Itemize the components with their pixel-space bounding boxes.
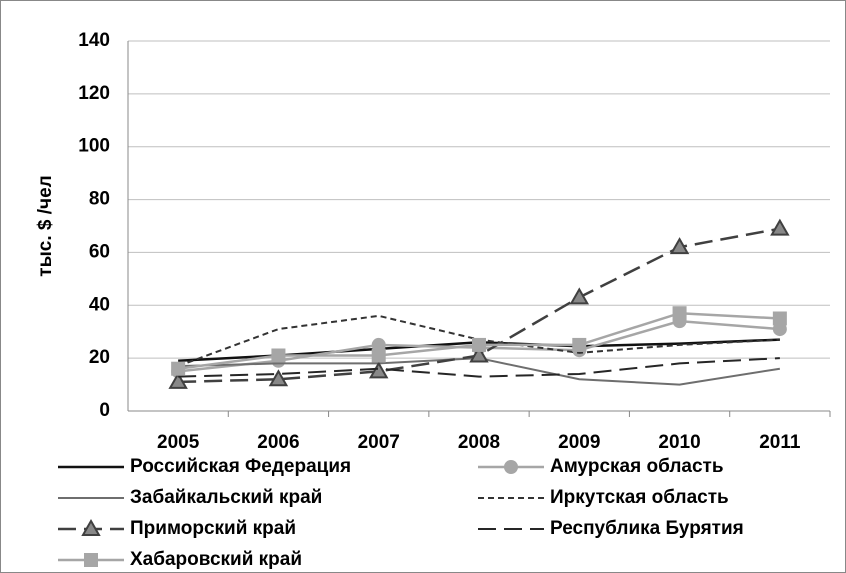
- y-tick-label: 60: [89, 241, 110, 262]
- legend-label: Приморский край: [130, 518, 296, 539]
- series-line: [178, 357, 780, 378]
- y-tick-label: 80: [89, 189, 110, 210]
- legend-marker: [81, 518, 101, 536]
- series-marker: [672, 306, 687, 321]
- legend-label: Российская Федерация: [130, 456, 351, 477]
- y-tick-label: 120: [78, 83, 110, 104]
- y-tick-label: 20: [89, 347, 110, 368]
- x-tick-label: 2005: [157, 432, 200, 453]
- legend-marker: [84, 553, 98, 567]
- series-marker: [371, 337, 386, 352]
- y-tick-label: 0: [99, 400, 110, 421]
- legend-label: Амурская область: [550, 456, 724, 477]
- series-marker: [268, 369, 289, 387]
- y-tick-label: 40: [89, 294, 110, 315]
- y-axis-label: тыс. $ /чел: [35, 175, 56, 276]
- legend-label: Иркутская область: [550, 487, 729, 508]
- series-marker: [371, 348, 386, 363]
- series-marker: [669, 237, 690, 255]
- series-marker: [772, 311, 787, 326]
- series-marker: [469, 345, 489, 363]
- series-marker: [271, 348, 286, 363]
- series-marker: [569, 287, 590, 305]
- legend-marker: [504, 460, 518, 474]
- series-marker: [772, 322, 787, 337]
- x-tick-label: 2011: [759, 432, 801, 453]
- series-marker: [168, 371, 188, 389]
- series-marker: [171, 361, 186, 376]
- x-tick-label: 2008: [458, 432, 500, 453]
- series-marker: [770, 218, 790, 236]
- x-tick-label: 2006: [257, 432, 299, 453]
- series-marker: [368, 361, 389, 379]
- x-tick-label: 2010: [658, 432, 700, 453]
- x-tick-label: 2007: [358, 432, 400, 453]
- legend-label: Республика Бурятия: [550, 518, 744, 539]
- legend-label: Забайкальский край: [130, 487, 322, 508]
- legend-label: Хабаровский край: [130, 549, 302, 570]
- series-marker: [472, 337, 486, 352]
- series-marker: [572, 337, 587, 352]
- x-tick-label: 2009: [558, 432, 600, 453]
- y-tick-label: 100: [78, 136, 110, 157]
- y-tick-label: 140: [78, 30, 110, 51]
